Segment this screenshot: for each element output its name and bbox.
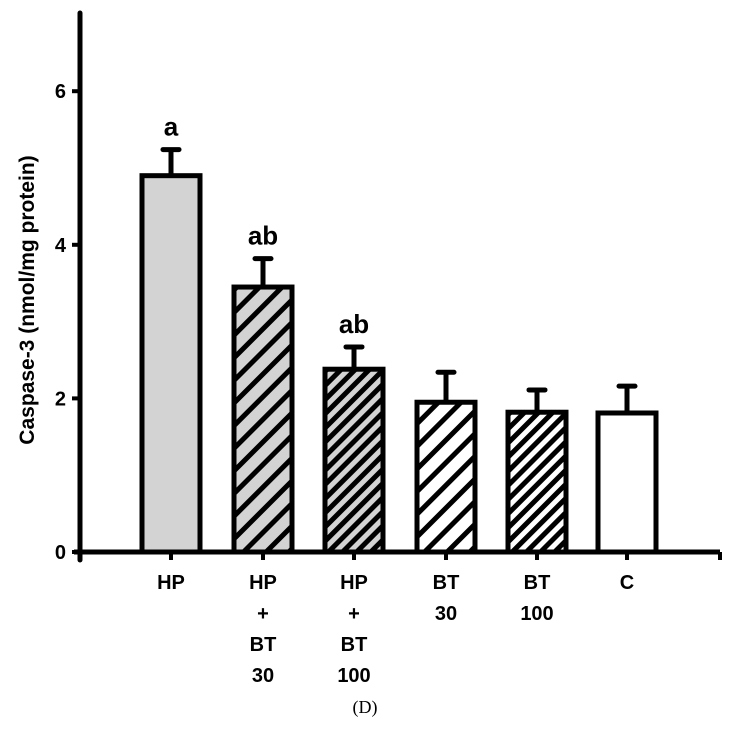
bar-c [595,383,659,555]
bar-rect [505,409,569,555]
x-tick-label: BT [433,572,460,594]
bar-rect [322,366,386,555]
y-tick-label: 6 [55,81,66,103]
significance-label: ab [248,221,278,251]
x-tick-label: HP [157,572,185,594]
x-tick-label: 30 [435,603,457,625]
x-tick-label: 30 [252,665,274,687]
y-tick-label: 4 [55,235,67,257]
x-tick-label: HP [340,572,368,594]
x-tick-label: C [620,572,634,594]
panel-label: (D) [352,697,378,717]
x-tick-label: HP [249,572,277,594]
x-tick-label: + [348,603,360,625]
bar-rect [414,399,478,555]
bar-bt-30 [414,369,478,555]
x-tick-label: + [257,603,269,625]
bar-rect [231,284,295,555]
bar-rect [139,173,203,555]
bar-bt-100 [505,387,569,555]
significance-label: a [164,112,179,142]
y-tick-label: 2 [55,388,66,410]
x-tick-label: BT [341,634,368,656]
x-tick-label: 100 [337,665,370,687]
x-tick-label: BT [250,634,277,656]
bar-hp-bt-30: ab [231,221,295,555]
significance-label: ab [339,309,369,339]
x-tick-label: 100 [520,603,553,625]
x-tick-label: BT [524,572,551,594]
bar-hp-bt-100: ab [322,309,386,555]
bars-group: a ab ab [139,112,659,555]
axes-group: HP HP + BT 30 HP + BT 100 BT 30 BT 100 C 0 2 4 6 [55,10,722,687]
bar-hp: a [139,112,203,555]
y-axis-label: Caspase-3 (nmol/mg protein) [16,155,39,445]
y-tick-label: 0 [55,542,66,564]
bar-rect [595,410,659,555]
